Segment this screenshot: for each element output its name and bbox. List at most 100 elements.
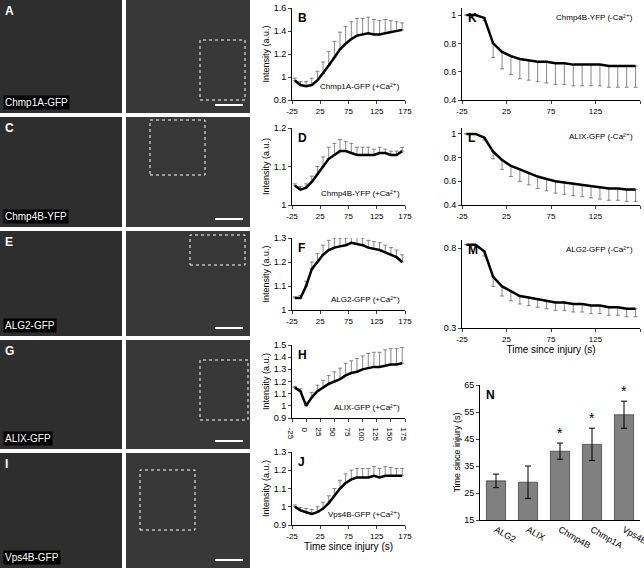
svg-text:125: 125 [370,532,384,541]
svg-text:Intensity (a.u.): Intensity (a.u.) [261,353,271,410]
svg-text:0: 0 [300,428,309,433]
svg-text:1: 1 [281,502,286,512]
svg-text:35: 35 [464,461,474,471]
svg-text:*: * [557,425,563,441]
svg-text:75: 75 [547,335,556,344]
svg-text:Vps4B: Vps4B [621,524,644,546]
svg-text:1.2: 1.2 [274,377,287,387]
svg-text:1.4: 1.4 [274,352,287,362]
svg-text:M: M [468,243,478,257]
svg-text:Intensity (a.u.): Intensity (a.u.) [261,138,271,195]
svg-text:25: 25 [316,107,325,116]
svg-text:-25: -25 [456,212,468,221]
svg-text:Chmp1A-GFP (+Ca²⁺): Chmp1A-GFP (+Ca²⁺) [320,82,400,91]
svg-text:25: 25 [502,107,511,116]
svg-text:175: 175 [399,428,408,442]
svg-text:25: 25 [314,428,323,437]
svg-text:75: 75 [344,107,353,116]
svg-text:0.4: 0.4 [444,95,457,105]
svg-text:125: 125 [589,212,603,221]
svg-text:45: 45 [464,434,474,444]
svg-text:K: K [468,11,477,25]
svg-text:175: 175 [398,532,412,541]
svg-text:-25: -25 [286,532,298,541]
svg-text:175: 175 [398,212,412,221]
svg-text:175: 175 [398,107,412,116]
svg-text:-25: -25 [286,317,298,326]
svg-text:0.3: 0.3 [444,323,457,333]
svg-text:1.5: 1.5 [274,340,287,350]
svg-text:25: 25 [502,212,511,221]
svg-text:Intensity (a.u.): Intensity (a.u.) [261,460,271,517]
svg-text:0.9: 0.9 [274,520,287,530]
svg-text:-25: -25 [456,107,468,116]
svg-text:1.1: 1.1 [274,484,287,494]
svg-text:150: 150 [385,428,394,442]
svg-text:1.2: 1.2 [274,49,287,59]
svg-text:75: 75 [343,428,352,437]
svg-text:Chmp4B: Chmp4B [557,524,592,550]
svg-text:ALG2: ALG2 [493,524,518,544]
svg-text:ALIX-GFP (+Ca²⁺): ALIX-GFP (+Ca²⁺) [334,403,400,412]
svg-text:0.4: 0.4 [444,200,457,210]
svg-text:75: 75 [344,317,353,326]
svg-text:N: N [486,388,495,402]
svg-text:125: 125 [370,107,384,116]
svg-text:25: 25 [502,335,511,344]
svg-text:1.2: 1.2 [274,465,287,475]
svg-text:ALG2-GFP (-Ca²⁺): ALG2-GFP (-Ca²⁺) [566,245,633,254]
svg-text:1: 1 [281,200,286,210]
svg-text:25: 25 [464,488,474,498]
svg-text:Intensity (a.u.): Intensity (a.u.) [261,245,271,302]
svg-text:ALIX-GFP: ALIX-GFP [5,433,51,444]
svg-text:125: 125 [370,317,384,326]
svg-text:-25: -25 [286,212,298,221]
svg-text:ALIX-GFP (-Ca²⁺): ALIX-GFP (-Ca²⁺) [569,132,633,141]
svg-text:175: 175 [398,317,412,326]
svg-text:Time since injury (s): Time since injury (s) [506,344,595,355]
svg-text:1: 1 [451,129,456,139]
svg-text:Vps4B-GFP (+Ca²⁺): Vps4B-GFP (+Ca²⁺) [328,510,400,519]
svg-text:1.1: 1.1 [274,389,287,399]
svg-text:F: F [298,241,305,255]
svg-text:25: 25 [316,532,325,541]
svg-text:1.3: 1.3 [274,364,287,374]
svg-text:1.3: 1.3 [274,233,287,243]
svg-text:-25: -25 [286,107,298,116]
svg-text:*: * [589,410,595,426]
svg-text:I: I [5,457,8,471]
svg-text:C: C [5,121,14,135]
svg-text:55: 55 [464,407,474,417]
svg-text:125: 125 [371,428,380,442]
svg-text:Intensity (a.u.): Intensity (a.u.) [261,25,271,82]
svg-text:0.8: 0.8 [274,95,287,105]
svg-text:ALG2-GFP (+Ca²⁺): ALG2-GFP (+Ca²⁺) [331,295,400,304]
svg-text:B: B [298,11,307,25]
svg-text:1: 1 [451,10,456,20]
svg-text:15: 15 [464,515,474,525]
svg-text:75: 75 [547,107,556,116]
svg-text:50: 50 [328,428,337,437]
svg-text:Chmp4B-YFP (+Ca²⁺): Chmp4B-YFP (+Ca²⁺) [321,189,400,198]
svg-text:Time since injury (s): Time since injury (s) [452,412,462,492]
svg-text:D: D [298,131,307,145]
svg-text:J: J [298,455,305,469]
svg-text:1.1: 1.1 [274,281,287,291]
svg-text:G: G [5,344,14,358]
svg-text:Vps4B-GFP: Vps4B-GFP [5,552,59,563]
svg-text:125: 125 [589,335,603,344]
svg-text:E: E [5,235,13,249]
svg-text:0.8: 0.8 [444,243,457,253]
svg-text:L: L [468,131,475,145]
svg-text:25: 25 [316,317,325,326]
svg-text:A: A [5,4,14,18]
svg-text:1: 1 [281,305,286,315]
svg-text:75: 75 [344,532,353,541]
svg-text:Time since injury (s): Time since injury (s) [304,541,393,552]
svg-text:1.3: 1.3 [274,447,287,457]
svg-text:65: 65 [464,380,474,390]
svg-text:0.8: 0.8 [444,39,457,49]
svg-text:-25: -25 [286,428,295,440]
svg-text:125: 125 [370,212,384,221]
svg-text:1: 1 [281,72,286,82]
